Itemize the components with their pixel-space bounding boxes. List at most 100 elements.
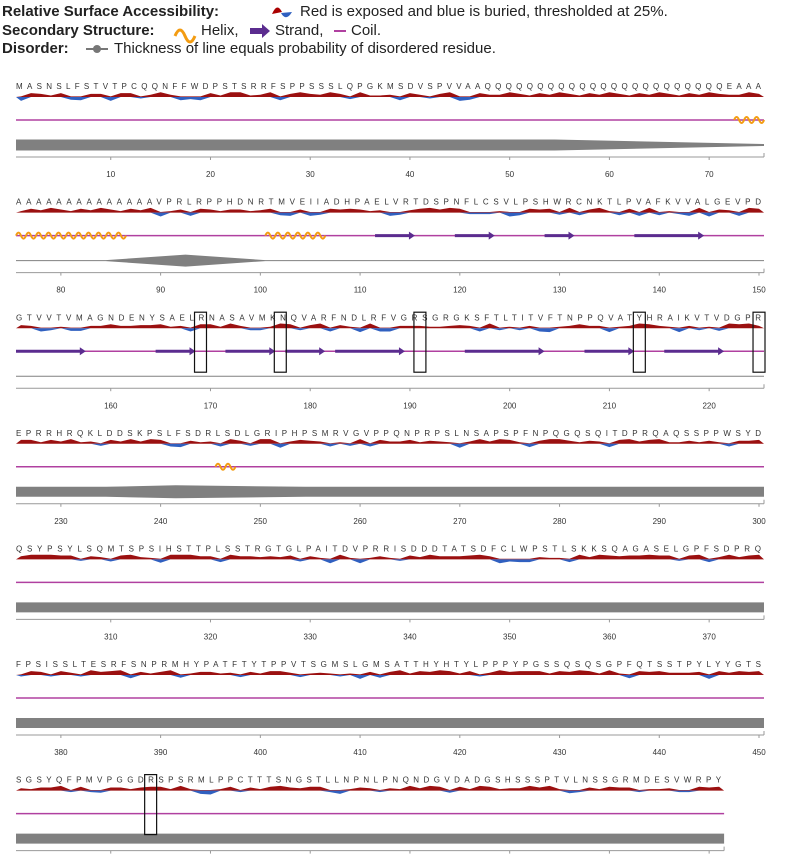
sequence: SGSYQFPMVPGGDRSPSRMLPPCTTTSNGSTLLNPNLPNQ… [16, 776, 722, 785]
sequence: AAAAAAAAAAAAAAVPRLRPPHDNRTMVEIIADHPAELVR… [16, 198, 761, 207]
rsa-buried [16, 97, 764, 101]
rsa-exposed [16, 439, 764, 444]
tick-label: 280 [553, 517, 567, 526]
helix [733, 116, 766, 124]
strand-icon [250, 24, 270, 38]
sequence: MASNSLFSTVTPCQQNFFWDPSTSRRFSPPSSSLQPGKMS… [16, 82, 762, 91]
tick-label: 360 [603, 633, 617, 642]
tick-label: 190 [403, 401, 417, 410]
tick-label: 350 [503, 633, 517, 642]
tick-label: 380 [54, 748, 68, 757]
sequence: QSYPSYLSQMTSPSIHSTTPLSSTRGTGLPAITDVPRRIS… [16, 545, 761, 554]
disorder [16, 254, 764, 267]
strand [16, 347, 86, 356]
strand [584, 347, 635, 356]
tick-label: 240 [154, 517, 168, 526]
sequence: GTVVTVMAGNDENYSAELRNASAVMKNQVARFNDLRFVGR… [16, 313, 761, 322]
tick-label: 330 [304, 633, 318, 642]
disorder-icon [93, 45, 101, 53]
strand [634, 231, 705, 240]
disorder [16, 833, 725, 844]
rsa-exposed [16, 92, 764, 97]
disorder-text: Thickness of line equals probability of … [114, 40, 496, 57]
tick-label: 160 [104, 401, 118, 410]
strand-label: Strand, [275, 22, 323, 39]
tick-label: 150 [752, 286, 766, 295]
tick-label: 60 [605, 170, 614, 179]
strand [454, 231, 495, 240]
highlight-box [752, 311, 766, 373]
rsa-text: Red is exposed and blue is buried, thres… [300, 3, 668, 20]
tick-label: 210 [603, 401, 617, 410]
rsa-exposed [16, 785, 725, 791]
tick-label: 200 [503, 401, 517, 410]
strand [375, 231, 415, 240]
rsa-buried [16, 675, 764, 679]
tick-label: 370 [702, 633, 716, 642]
strand [155, 347, 196, 356]
rsa-buried [16, 443, 764, 448]
helix [264, 231, 327, 240]
sequence: FPSISSLTESRFSNPRMHYPATFTYTPPVTSGMSLGMSAT… [16, 660, 761, 669]
tick-label: 90 [156, 286, 165, 295]
disorder [16, 718, 764, 728]
sequence: EPRRHRQKLDDSKPSLFSDRLSDLGRIPHPSMRVGVPPQN… [16, 429, 761, 438]
disorder [16, 375, 764, 377]
rsa-buried [16, 790, 725, 795]
rsa-buried [16, 328, 764, 333]
helix [214, 462, 237, 471]
highlight-box [632, 311, 646, 373]
highlight-box [273, 311, 287, 373]
tick-label: 10 [106, 170, 115, 179]
tick-label: 320 [204, 633, 218, 642]
strand [464, 347, 545, 356]
tick-label: 310 [104, 633, 118, 642]
highlight-box [193, 311, 208, 373]
disorder [16, 602, 764, 613]
highlight-box [413, 311, 427, 373]
tick-label: 400 [254, 748, 268, 757]
tick-label: 420 [453, 748, 467, 757]
tick-label: 250 [254, 517, 268, 526]
strand [335, 347, 405, 356]
rsa-buried [16, 559, 764, 564]
strand [285, 347, 326, 356]
strand [544, 231, 575, 240]
tick-label: 130 [553, 286, 567, 295]
tick-label: 170 [204, 401, 218, 410]
tick-label: 100 [254, 286, 268, 295]
tick-label: 110 [354, 286, 367, 295]
tick-label: 140 [653, 286, 667, 295]
tick-label: 440 [653, 748, 667, 757]
tick-label: 30 [306, 170, 315, 179]
tick-label: 20 [206, 170, 215, 179]
disorder [16, 139, 764, 151]
tick-label: 70 [705, 170, 714, 179]
rsa-label: Relative Surface Accessibility: [2, 3, 219, 20]
tick-label: 430 [553, 748, 567, 757]
disorder [16, 485, 764, 499]
helix-icon [173, 28, 197, 44]
strand [225, 347, 276, 356]
rsa-exposed [16, 323, 764, 329]
highlight-box [144, 773, 158, 836]
tick-label: 270 [453, 517, 467, 526]
rsa-icon [272, 7, 282, 14]
tick-label: 120 [453, 286, 467, 295]
tick-label: 230 [54, 517, 68, 526]
rsa-buried [16, 212, 764, 217]
helix-label: Helix, [201, 22, 239, 39]
disorder-label: Disorder: [2, 40, 69, 57]
tick-label: 220 [702, 401, 716, 410]
rsa-exposed [16, 554, 764, 560]
coil-label: Coil. [351, 22, 381, 39]
tick-label: 40 [405, 170, 414, 179]
tick-label: 290 [653, 517, 667, 526]
helix [15, 231, 127, 240]
tick-label: 410 [353, 748, 367, 757]
tick-label: 260 [353, 517, 367, 526]
tick-label: 300 [752, 517, 766, 526]
rsa-exposed [16, 207, 764, 213]
rsa-icon [281, 12, 292, 18]
